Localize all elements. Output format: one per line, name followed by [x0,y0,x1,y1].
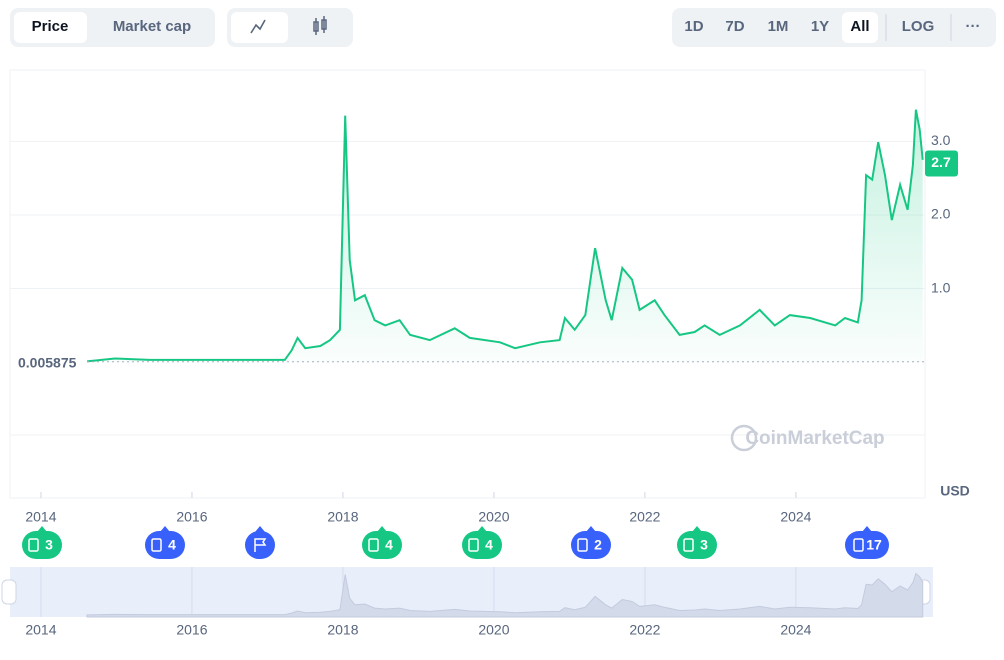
event-badge[interactable] [677,531,717,559]
event-badge[interactable] [462,531,502,559]
reference-label-bg [12,351,87,372]
navigator-tick-label: 2020 [478,622,509,638]
y-tick-label: 1.0 [931,279,951,295]
range-toggle [672,8,996,47]
badge-icon [28,538,39,552]
watermark-logo [730,424,758,452]
range-button[interactable]: ··· [966,18,981,35]
navigator-tick-label: 2024 [780,622,811,638]
navigator-tick-label: 2022 [629,622,660,638]
badge-tip [377,526,387,532]
event-count: 4 [385,537,393,553]
reference-label: 0.005875 [18,354,77,370]
x-tick-label: 2014 [25,509,56,525]
range-button[interactable]: LOG [902,18,935,35]
y-tick-label: 2.0 [931,206,951,222]
x-tick-label: 2020 [478,509,509,525]
badge-icon [368,538,379,552]
range-button[interactable]: 1Y [811,18,829,35]
event-count: 3 [45,537,53,553]
range-button[interactable]: 1M [768,18,789,35]
badge-tip [160,526,170,532]
badge-tip [255,526,265,532]
active-range [842,12,878,43]
event-badge[interactable] [145,531,185,559]
unit-label: USD [940,483,970,499]
x-tick-label: 2016 [176,509,207,525]
badge-icon [577,538,588,552]
plot-frame [9,69,926,499]
event-badge[interactable] [845,531,889,559]
navigator-handle[interactable] [1,579,17,605]
event-count: 4 [485,537,493,553]
x-tick-label: 2018 [327,509,358,525]
event-badge[interactable] [22,531,62,559]
active-tab [14,12,87,43]
badge-icon [853,538,864,552]
badge-icon [683,538,694,552]
line-icon [250,19,266,34]
tab-price[interactable]: Price [32,18,69,35]
navigator-tick-label: 2018 [327,622,358,638]
navigator-tick-label: 2014 [25,622,56,638]
badge-tip [477,526,487,532]
watermark: CoinMarketCap [745,428,884,449]
range-button[interactable]: 7D [725,18,744,35]
event-count: 17 [866,537,882,553]
price-line [86,109,924,363]
y-tick-label: 3.0 [931,132,951,148]
event-count: 4 [168,537,176,553]
badge-icon [151,538,162,552]
badge-icon [468,538,479,552]
x-tick-label: 2024 [780,509,811,525]
candle-button[interactable] [313,16,327,35]
last-price-label: 2.7 [931,154,951,170]
event-badge[interactable] [362,531,402,559]
badge-tip [862,526,872,532]
range-button[interactable]: All [850,18,869,35]
price-area [87,109,923,363]
event-count: 3 [700,537,708,553]
event-badge[interactable] [571,531,611,559]
navigator-tick-label: 2016 [176,622,207,638]
navigator-area [86,572,924,618]
badge-tip [37,526,47,532]
badge-tip [586,526,596,532]
range-button[interactable]: 1D [684,18,703,35]
tab-market-cap[interactable]: Market cap [113,18,191,35]
last-price-bg [925,150,958,177]
badge-tip [692,526,702,532]
flag-icon [254,538,267,552]
event-count: 2 [594,537,602,553]
x-tick-label: 2022 [629,509,660,525]
